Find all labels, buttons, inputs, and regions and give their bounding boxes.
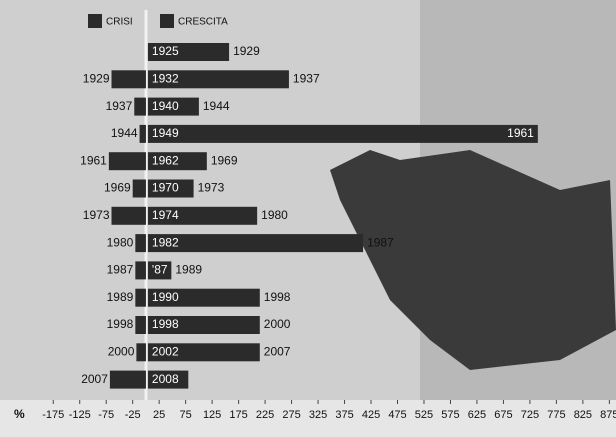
growth-end-label: 1973 (198, 181, 225, 195)
x-tick-label: 475 (388, 409, 406, 421)
growth-end-label: 2000 (264, 317, 291, 331)
crisis-bar (133, 180, 146, 198)
x-tick-label: 25 (153, 409, 165, 421)
growth-start-label: 1925 (152, 44, 179, 58)
x-tick-label: 525 (415, 409, 433, 421)
growth-end-label: 1987 (367, 235, 394, 249)
x-tick-label: 225 (256, 409, 274, 421)
crisis-year-label: 2000 (108, 344, 135, 358)
growth-end-label: 1929 (233, 44, 260, 58)
growth-start-label: 1990 (152, 290, 179, 304)
growth-start-label: 1982 (152, 235, 179, 249)
crisis-bar (135, 234, 146, 252)
growth-start-label: '87 (152, 263, 168, 277)
growth-end-label: 1944 (203, 99, 230, 113)
chart: % -175 -125 -75 -25 25 75 125 175 225 275 325 375 42… (0, 0, 616, 437)
growth-start-label: 2008 (152, 372, 179, 386)
crisis-year-label: 1987 (107, 263, 134, 277)
crisis-bar (112, 207, 146, 225)
crisis-year-label: 1937 (106, 99, 133, 113)
x-tick-label: 825 (574, 409, 592, 421)
x-tick-label: 275 (282, 409, 300, 421)
growth-start-label: 1998 (152, 317, 179, 331)
growth-end-label: 1961 (507, 126, 534, 140)
crisis-bar (140, 125, 146, 143)
legend-swatch (160, 14, 174, 28)
crisis-bar (109, 152, 146, 170)
x-tick-label: -75 (98, 409, 114, 421)
crisis-year-label: 1929 (83, 71, 110, 85)
growth-start-label: 1962 (152, 153, 179, 167)
x-tick-label: 175 (229, 409, 247, 421)
x-tick-label: -25 (125, 409, 141, 421)
legend-label: CRESCITA (178, 17, 228, 28)
x-tick-label: 725 (521, 409, 539, 421)
growth-end-label: 1989 (175, 263, 202, 277)
x-tick-label: -125 (69, 409, 91, 421)
growth-start-label: 1949 (152, 126, 179, 140)
growth-end-label: 1969 (211, 153, 238, 167)
crisis-year-label: 1969 (104, 181, 131, 195)
x-tick-label: -175 (42, 409, 64, 421)
x-tick-label: 125 (203, 409, 221, 421)
growth-start-label: 1974 (152, 208, 179, 222)
crisis-bar (135, 261, 146, 279)
crisis-year-label: 1944 (111, 126, 138, 140)
page: % -175 -125 -75 -25 25 75 125 175 225 275 325 375 42… (0, 0, 616, 437)
growth-end-label: 1998 (264, 290, 291, 304)
crisis-bar (110, 371, 146, 389)
crisis-bar (135, 289, 146, 307)
growth-bar (148, 234, 363, 252)
growth-start-label: 1940 (152, 99, 179, 113)
growth-end-label: 1937 (293, 71, 320, 85)
crisis-year-label: 1980 (107, 235, 134, 249)
x-tick-label: 775 (547, 409, 565, 421)
x-tick-label: 575 (441, 409, 459, 421)
x-tick-label: 375 (335, 409, 353, 421)
legend-label: CRISI (106, 17, 133, 28)
x-tick-label: 875 (600, 409, 616, 421)
crisis-bar (112, 70, 146, 88)
crisis-bar (134, 98, 146, 116)
growth-end-label: 1980 (261, 208, 288, 222)
crisis-bar (135, 316, 146, 334)
crisis-year-label: 1998 (107, 317, 134, 331)
x-tick-label: 425 (362, 409, 380, 421)
crisis-year-label: 2007 (81, 372, 108, 386)
x-tick-label: 675 (494, 409, 512, 421)
x-tick-label: 75 (180, 409, 192, 421)
legend-swatch (88, 14, 102, 28)
growth-start-label: 2002 (152, 344, 179, 358)
x-tick-label: 325 (309, 409, 327, 421)
crisis-year-label: 1989 (107, 290, 134, 304)
x-tick-label: 625 (468, 409, 486, 421)
growth-end-label: 2007 (264, 344, 291, 358)
crisis-year-label: 1961 (80, 153, 107, 167)
growth-start-label: 1970 (152, 181, 179, 195)
crisis-year-label: 1973 (83, 208, 110, 222)
growth-start-label: 1932 (152, 71, 179, 85)
crisis-bar (136, 343, 146, 361)
growth-bar (148, 125, 538, 143)
x-axis-label: % (14, 407, 25, 421)
